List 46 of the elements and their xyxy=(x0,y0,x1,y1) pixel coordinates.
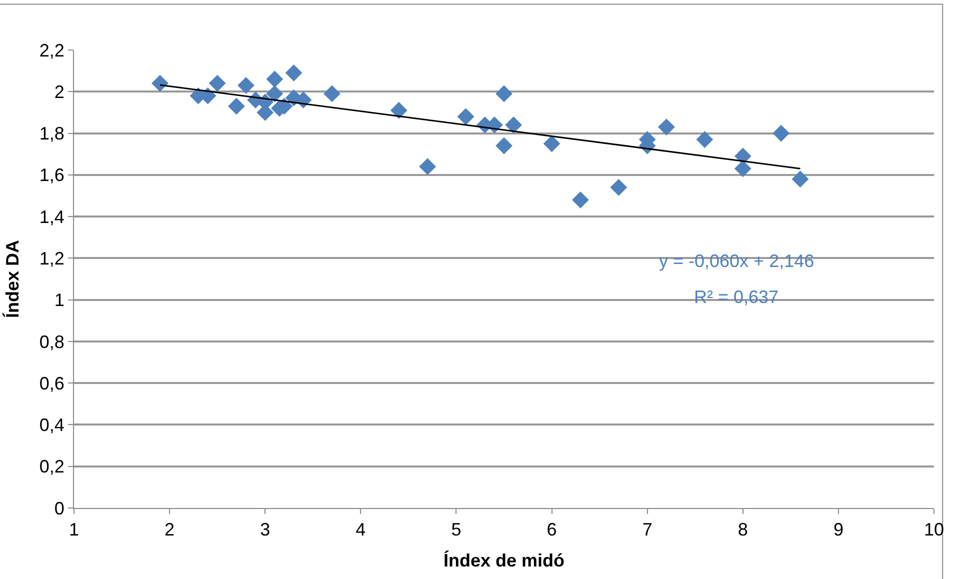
point xyxy=(543,135,560,152)
y-tick-label: 0 xyxy=(54,498,64,518)
point xyxy=(228,98,245,115)
point xyxy=(696,131,714,148)
x-axis-title: Índex de midó xyxy=(443,550,565,571)
y-tick-label: 2 xyxy=(54,82,64,102)
x-tick-label: 9 xyxy=(833,520,844,540)
y-tick-label: 1,8 xyxy=(39,124,64,144)
x-tick-label: 4 xyxy=(356,520,366,540)
point xyxy=(792,170,809,188)
point xyxy=(457,108,474,126)
y-tick-label: 2,2 xyxy=(39,40,64,60)
x-tick-label: 2 xyxy=(164,520,175,540)
point xyxy=(610,178,628,196)
x-tick-label: 1 xyxy=(68,520,80,540)
y-tick-label: 1,6 xyxy=(39,165,64,186)
point xyxy=(266,85,284,102)
y-tick-label: 1,2 xyxy=(39,248,64,268)
x-tick-label: 7 xyxy=(642,520,652,540)
point xyxy=(419,158,436,176)
x-tick-label: 6 xyxy=(546,520,557,540)
point xyxy=(772,124,790,142)
y-tick-label: 0,8 xyxy=(39,332,64,352)
y-tick-label: 0,6 xyxy=(39,373,64,394)
y-tick-label: 1 xyxy=(54,290,64,310)
point xyxy=(285,64,302,82)
point xyxy=(152,74,168,92)
point xyxy=(390,102,408,119)
point xyxy=(238,76,254,94)
point xyxy=(266,70,284,88)
point xyxy=(324,85,340,102)
point xyxy=(496,137,512,154)
x-tick-label: 3 xyxy=(260,520,270,540)
y-axis-title: Índex DA xyxy=(2,240,23,318)
y-tick-label: 0,4 xyxy=(39,415,64,436)
x-tick-label: 10 xyxy=(924,520,944,540)
y-tick-label: 0,2 xyxy=(39,456,64,477)
y-tick-label: 1,4 xyxy=(39,206,64,227)
point xyxy=(658,118,675,136)
point xyxy=(496,85,512,102)
point xyxy=(208,74,226,92)
point xyxy=(572,191,589,208)
point xyxy=(505,116,522,134)
x-tick-label: 8 xyxy=(738,520,748,540)
point xyxy=(734,160,752,178)
x-tick-label: 5 xyxy=(451,520,462,540)
